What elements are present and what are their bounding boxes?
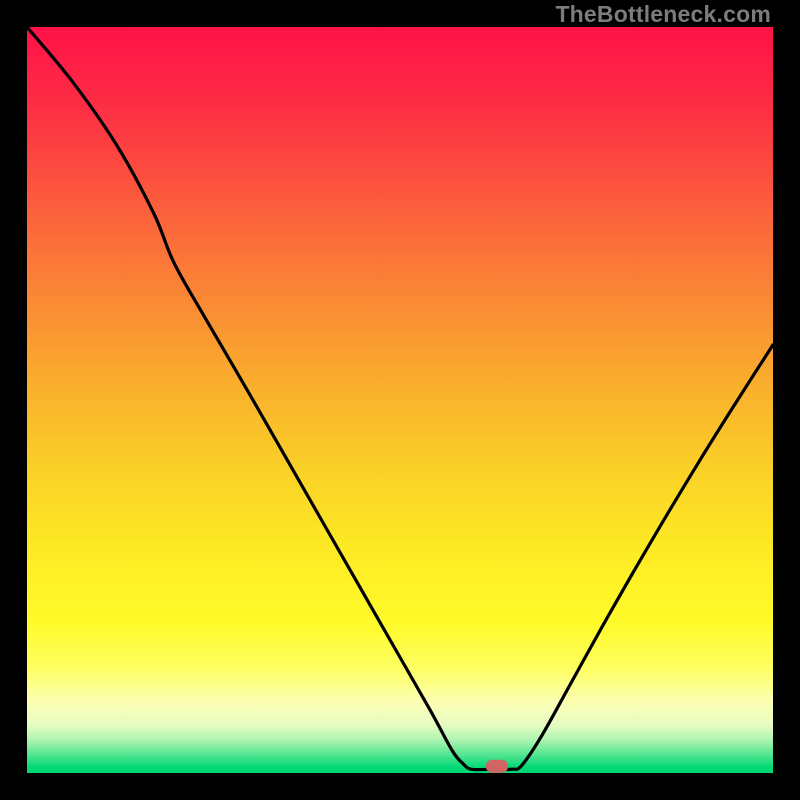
optimal-point-marker (486, 760, 508, 773)
watermark-text: TheBottleneck.com (555, 1, 771, 28)
chart-frame: TheBottleneck.com (0, 0, 800, 800)
plot-area (27, 27, 773, 773)
gradient-background (27, 27, 773, 773)
bottleneck-curve-chart (27, 27, 773, 773)
